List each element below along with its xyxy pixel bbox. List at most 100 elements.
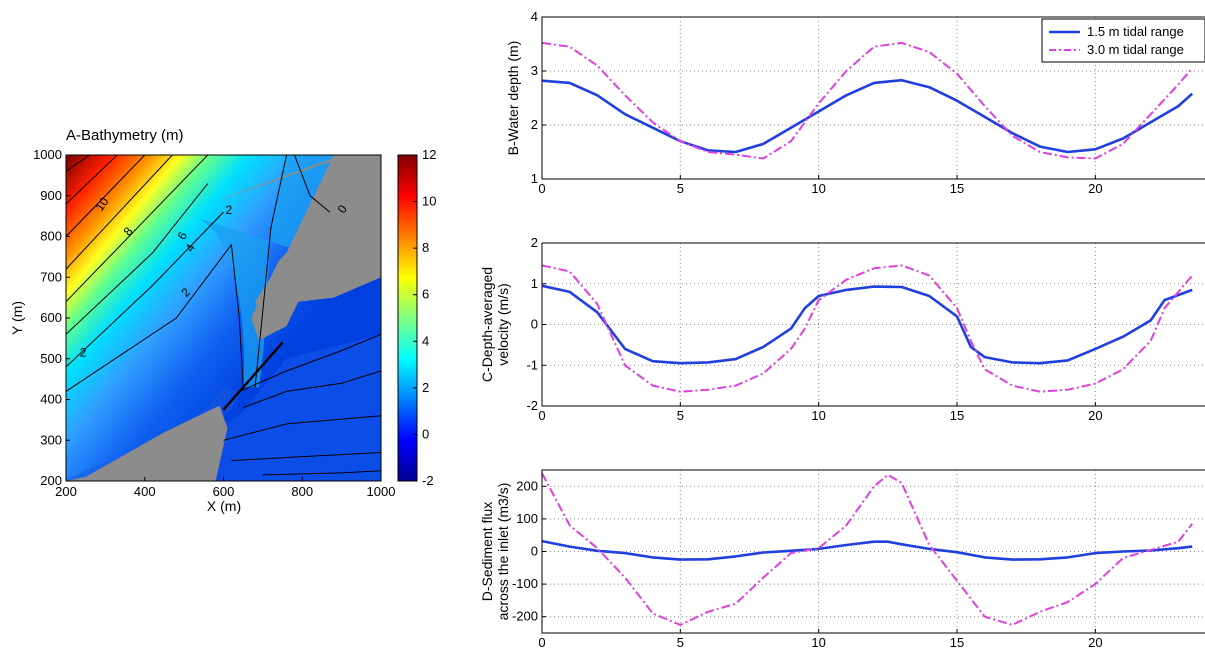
x-tick-label: 5 [677,181,684,196]
series-line [541,472,1193,626]
y-tick-label: 4 [531,9,538,24]
y-tick-label: 900 [40,188,62,203]
bathymetry-panel: A-Bathymetry (m) 10 8 6 4 2 2 0 2 200 400 600 800 1… [9,127,436,514]
x-tick-label: 20 [1088,408,1102,423]
contour-line [66,243,244,392]
colorbar-tick-label: 0 [422,426,429,441]
x-tick-label: 400 [134,484,156,499]
y-tick-label: 600 [40,310,62,325]
contour-line [262,470,381,476]
x-tick-label: 10 [811,181,825,196]
contour-line [231,452,381,462]
colorbar: 12 10 8 6 4 2 0 -2 [397,147,436,488]
series-line [541,284,1193,365]
colorbar-tick-label: 6 [422,287,429,302]
contour-line [66,155,118,205]
plot-frame [541,16,1205,180]
x-tick-label: 20 [1088,181,1102,196]
x-tick-label: 10 [811,635,825,649]
x-tick-label: 0 [538,635,545,649]
colorbar-tick-label: 10 [422,194,436,209]
land-headland [255,155,381,318]
y-tick-label: 3 [531,63,538,78]
x-tick-label: 15 [950,408,964,423]
y-axis-label: B-Water depth (m) [505,41,521,156]
x-tick-label: 10 [811,408,825,423]
x-tick-label: 15 [950,635,964,649]
contour-line [66,155,209,303]
contour-line [66,155,173,270]
y-tick-label: 400 [40,392,62,407]
x-tick-label: 1000 [367,484,396,499]
x-tick-label: 15 [950,181,964,196]
x-tick-label: 5 [677,408,684,423]
y-tick-label: 200 [516,478,538,493]
colorbar-tick-label: -2 [422,473,434,488]
bay-field [105,334,381,481]
legend-label: 1.5 m tidal range [1087,24,1184,39]
y-tick-label: -2 [526,398,538,413]
series-line [541,264,1193,393]
sediment-flux-panel: 0 5 10 15 20 -200 -100 0 100 200 D-Sediment flux ac… [479,469,1205,649]
legend-box [1041,18,1205,63]
x-tick-label: 600 [213,484,235,499]
colorbar-tick-label: 2 [422,380,429,395]
y-tick-label: 100 [516,511,538,526]
x-tick-label: 5 [677,635,684,649]
velocity-panel: 0 5 10 15 20 -2 -1 0 1 2 C-Depth-averaged velocity … [479,235,1205,423]
contour-line [66,183,209,335]
y-tick-label: 700 [40,269,62,284]
y-axis-label: across the inlet (m3/s) [495,483,511,621]
transect-line [222,341,284,411]
y-tick-label: 500 [40,351,62,366]
legend: 1.5 m tidal range 3.0 m tidal range [1041,18,1205,63]
contour-line [66,211,224,368]
x-tick-label: 0 [538,181,545,196]
colorbar-tick-label: 8 [422,240,429,255]
x-tick-label: 200 [55,484,77,499]
x-tick-label: 800 [291,484,313,499]
y-tick-label: -1 [526,357,538,372]
contour-line [239,333,381,392]
contour-label: 2 [225,203,232,217]
colorbar-tick-label: 4 [422,333,429,348]
x-tick-label: 20 [1088,635,1102,649]
contour-line [254,155,287,388]
bathymetry-x-label: X (m) [207,498,241,514]
y-tick-label: -200 [512,609,538,624]
contour-line [66,155,146,237]
series-line [541,41,1193,160]
water-depth-panel: 0 5 10 15 20 1 2 3 4 B-Water depth (m) [505,9,1205,196]
bathymetry-title: A-Bathymetry (m) [66,127,184,144]
y-tick-label: 200 [40,473,62,488]
bathymetry-axes: 200 400 600 800 1000 200 300 400 500 600 700 800 900… [33,147,395,499]
shoal-south [66,387,240,481]
contour-line [66,155,90,172]
contour-line [293,155,331,213]
y-tick-label: 1000 [33,147,62,162]
y-tick-label: 0 [531,544,538,559]
series-line [541,539,1193,561]
y-tick-label: 1 [531,171,538,186]
y-axis-label: velocity (m/s) [495,283,511,365]
y-axis-label: C-Depth-averaged [479,267,495,382]
contour-line [243,370,381,409]
colorbar-strip [397,154,418,482]
y-tick-label: 300 [40,432,62,447]
y-tick-label: 1 [531,276,538,291]
y-tick-label: 2 [531,117,538,132]
contour-label: 2 [80,346,87,360]
y-tick-label: 800 [40,229,62,244]
bathymetry-y-label: Y (m) [9,301,25,335]
contour-line [223,415,381,441]
y-tick-label: -100 [512,576,538,591]
y-tick-label: 0 [531,317,538,332]
y-tick-label: 2 [531,235,538,250]
x-tick-label: 0 [538,408,545,423]
land-southwest [66,405,228,481]
colorbar-tick-label: 12 [422,147,436,162]
legend-label: 3.0 m tidal range [1087,42,1184,57]
